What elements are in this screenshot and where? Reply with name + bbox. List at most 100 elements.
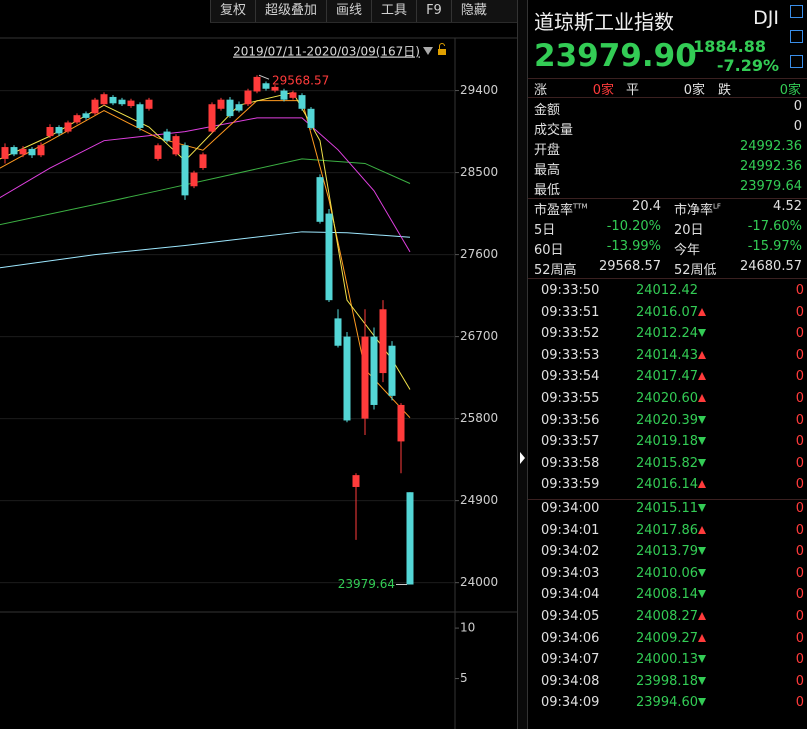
tick-volume: 0 [795,347,804,363]
tick-price: 24015.82 [636,455,699,471]
tick-price: 24012.42 [636,283,699,298]
candle-body [235,104,243,111]
tick-direction [698,394,706,402]
date-range[interactable]: 2019/07/11-2020/03/09(167日) [233,45,420,59]
tick-volume: 0 [795,673,804,689]
range-dropdown[interactable] [423,47,433,55]
high-arrow [258,74,270,80]
index-code: DJI [753,7,779,29]
candle-body [343,336,351,421]
candle-body [109,96,117,104]
tick-price: 23998.18 [636,673,699,689]
tick-direction [698,612,706,620]
tick-volume: 0 [795,630,804,646]
tick-volume: 0 [795,522,804,538]
ratio-label: 5日 [534,223,556,238]
moving-average [0,117,411,253]
collapse-arrow[interactable] [518,0,527,729]
stat-value: 24992.36 [739,139,802,154]
tick-direction [698,504,706,512]
candle-body [316,177,324,222]
candle-body [361,336,369,419]
candle-body [217,99,225,109]
tick-price: 24017.86 [636,522,699,538]
candle-body [280,90,288,100]
tick-direction [698,350,706,359]
ratio-label: 市盈率TTM [534,202,588,218]
quote-panel: 道琼斯工业指数 DJI 23979.90 -1884.88 -7.29% 涨 0家平 0家跌 0… [528,0,807,729]
candle-body [172,136,180,155]
ratio-value: 20.4 [632,199,661,214]
stat-label: 最高 [534,163,561,178]
tick-time: 09:33:55 [541,391,600,406]
last-price: 23979.90 [534,38,697,74]
ratio-value: -13.99% [606,239,661,254]
tick-direction [698,655,706,664]
tick-direction [698,676,706,685]
toolbar-button[interactable]: 隐藏 [450,0,496,22]
tick-volume: 0 [795,477,804,493]
tick-volume: 0 [795,609,804,624]
candle-body [145,99,153,109]
stat-value: 0 [793,119,802,134]
ratio-label: 52周高 [534,263,577,278]
separator [528,498,807,500]
stat-label: 开盘 [534,143,561,158]
stat-label: 成交量 [534,123,574,138]
candle-body [82,113,90,118]
add-icon[interactable] [790,5,803,18]
candle-body [307,108,315,128]
tick-volume: 0 [795,283,804,298]
candle-body [298,95,306,109]
y-tick-label: 28500 [460,165,498,179]
toolbar-button[interactable]: 复权 [210,0,255,22]
ratio-label: 今年 [674,243,701,258]
tick-time: 09:33:50 [541,283,600,298]
candle-body [370,336,378,405]
candle-body [253,76,261,92]
candle-body [388,345,396,396]
tick-price: 24015.11 [636,501,699,516]
tick-time: 09:34:08 [541,673,600,689]
toolbar-button[interactable]: F9 [416,0,451,22]
price-change: -1884.88 [686,37,766,56]
toolbar: 复权 超级叠加 画线 工具 F9 隐藏 [210,0,517,23]
y-tick-label: 26700 [460,329,498,343]
stat-value: 24992.36 [739,159,802,174]
candle-body [118,99,126,105]
tick-volume: 0 [795,501,804,516]
lock-icon[interactable] [438,49,446,55]
tick-volume: 0 [795,565,804,581]
tick-volume: 0 [795,587,804,603]
tick-price: 24008.14 [636,587,699,603]
toolbar-button[interactable]: 画线 [326,0,371,22]
toolbar-button[interactable]: 工具 [371,0,416,22]
tick-time: 09:34:01 [541,522,600,538]
lock-icon [439,43,445,49]
tick-time: 09:34:03 [541,565,600,581]
index-name: 道琼斯工业指数 [534,10,674,34]
draw-icon[interactable] [790,55,803,68]
separator [528,278,807,279]
tick-direction [698,590,706,599]
candle-body [334,318,342,346]
candle-body [226,99,234,117]
tick-volume: 0 [795,369,804,385]
candle-body [1,147,9,159]
tick-price: 24017.47 [636,369,699,385]
alert-icon[interactable] [790,30,803,43]
tick-time: 09:34:00 [541,501,600,516]
y-tick-label: 25800 [460,411,498,425]
toolbar-button[interactable]: 超级叠加 [255,0,326,22]
separator [528,97,807,98]
tick-price: 24014.43 [636,347,699,363]
y-tick-label: 27600 [460,247,498,261]
breadth-value: 0家 [779,83,801,98]
y-tick-label: 29400 [460,83,498,97]
tick-time: 09:34:06 [541,630,600,646]
candle-body [199,154,207,169]
tick-direction [698,437,706,446]
tick-direction [698,547,706,556]
tick-time: 09:33:59 [541,477,600,493]
tick-direction [698,329,706,338]
